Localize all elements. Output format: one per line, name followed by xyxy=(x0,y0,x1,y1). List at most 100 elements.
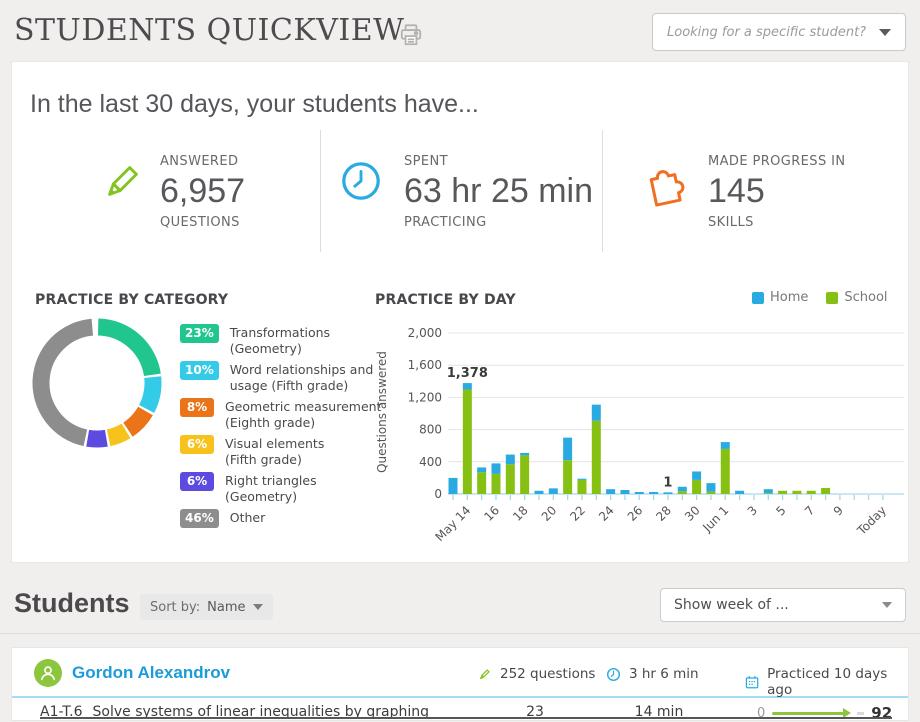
stat-label: QUESTIONS xyxy=(160,215,240,230)
score-to: 92 xyxy=(871,704,893,722)
donut-slice xyxy=(106,423,131,447)
divider xyxy=(320,130,321,252)
bar-segment-home xyxy=(534,490,544,494)
progress-arrow-icon xyxy=(772,707,852,718)
sort-by-button[interactable]: Sort by: Name xyxy=(140,594,273,620)
bar-segment-home xyxy=(720,442,730,449)
divider xyxy=(602,130,603,252)
legend-item: School xyxy=(826,290,888,305)
clock-icon xyxy=(606,667,621,681)
legend-percent-badge: 8% xyxy=(180,398,214,417)
bar-value-label: 1,378 xyxy=(447,366,488,381)
legend-swatch xyxy=(826,291,839,304)
student-last-practiced-stat: Practiced 10 days ago xyxy=(745,666,908,698)
legend-item: 23% Transformations (Geometry) xyxy=(180,324,390,357)
bar-segment-home xyxy=(477,467,487,473)
y-tick-label: 0 xyxy=(434,487,442,501)
stat-questions-answered: ANSWERED 6,957 QUESTIONS xyxy=(100,154,245,230)
category-legend: 23% Transformations (Geometry) 10% Word rela… xyxy=(180,324,390,544)
bar-segment-home xyxy=(448,477,458,494)
y-axis-label: Questions answered xyxy=(375,351,389,473)
bar-segment-home xyxy=(692,471,702,480)
y-tick-label: 1,200 xyxy=(408,390,442,404)
y-tick-label: 1,600 xyxy=(408,358,442,372)
bar-segment-school xyxy=(792,490,802,494)
bar-segment-school xyxy=(577,479,587,494)
skill-name: A1-T.6 Solve systems of linear inequaliti… xyxy=(40,704,429,720)
show-week-dropdown[interactable]: Show week of ... xyxy=(660,588,906,622)
x-tick-label: 18 xyxy=(510,503,531,524)
bar-segment-school xyxy=(505,464,515,494)
bar-segment-home xyxy=(577,478,587,480)
legend-item: Home xyxy=(752,290,808,305)
skill-time: 14 min xyxy=(634,704,684,720)
x-tick-label: 9 xyxy=(831,503,846,518)
students-heading: Students xyxy=(14,588,130,618)
sort-by-label: Sort by: xyxy=(150,599,201,615)
legend-percent-badge: 10% xyxy=(180,361,219,380)
summary-panel: In the last 30 days, your students have.… xyxy=(12,62,908,562)
student-search-dropdown[interactable]: Looking for a specific student? xyxy=(652,13,906,51)
legend-percent-badge: 6% xyxy=(180,435,214,454)
legend-label: Transformations (Geometry) xyxy=(229,325,331,356)
stat-label: SKILLS xyxy=(708,215,754,230)
skill-progress: 0 92 xyxy=(757,704,892,722)
bar-segment-school xyxy=(763,493,773,494)
student-questions-value: 252 questions xyxy=(500,666,596,682)
bar-segment-home xyxy=(620,489,630,494)
bar-segment-home xyxy=(505,454,515,465)
bar-segment-home xyxy=(548,488,558,494)
day-chart-title: PRACTICE BY DAY xyxy=(375,292,516,308)
legend-item: 6% Visual elements (Fifth grade) xyxy=(180,435,390,468)
bar-segment-home xyxy=(763,489,773,494)
donut-slice xyxy=(32,318,94,447)
bar-segment-home xyxy=(520,452,530,456)
show-week-label: Show week of ... xyxy=(674,597,789,613)
x-tick-label: 28 xyxy=(653,503,674,524)
donut-slice xyxy=(138,376,162,413)
bar-segment-school xyxy=(591,420,601,494)
avatar xyxy=(34,659,62,687)
skill-title: Solve systems of linear inequalities by … xyxy=(92,704,430,720)
bar-segment-home xyxy=(706,483,716,492)
student-time-value: 3 hr 6 min xyxy=(629,666,699,682)
student-time-stat: 3 hr 6 min xyxy=(606,666,699,682)
bar-segment-home xyxy=(677,486,687,492)
skill-code: A1-T.6 xyxy=(40,704,83,720)
y-tick-label: 2,000 xyxy=(408,326,442,340)
student-name-link[interactable]: Gordon Alexandrov xyxy=(72,663,231,682)
pencil-icon xyxy=(480,669,490,680)
category-chart-title: PRACTICE BY CATEGORY xyxy=(35,292,229,308)
bar-segment-home xyxy=(649,491,659,494)
x-tick-label: 16 xyxy=(481,503,502,524)
bar-segment-school xyxy=(806,490,816,494)
bar-segment-school xyxy=(462,389,472,494)
stat-skills-progress: MADE PROGRESS IN 145 SKILLS xyxy=(640,154,846,230)
student-last-practiced-value: Practiced 10 days ago xyxy=(767,666,888,698)
chevron-down-icon xyxy=(252,604,263,610)
puzzle-icon xyxy=(640,154,696,230)
legend-label: Visual elements (Fifth grade) xyxy=(225,436,325,467)
legend-item: 10% Word relationships and usage (Fifth gr… xyxy=(180,361,390,394)
calendar-icon xyxy=(745,675,759,688)
legend-item: 8% Geometric measurement (Eighth grade) xyxy=(180,398,390,431)
stat-label: MADE PROGRESS IN xyxy=(708,154,846,169)
donut-slice xyxy=(86,429,108,448)
day-chart-legend: Home School xyxy=(752,290,888,305)
print-icon[interactable] xyxy=(398,22,424,48)
y-tick-label: 800 xyxy=(419,423,442,437)
bar-segment-school xyxy=(778,490,788,494)
legend-label: Home xyxy=(770,290,809,305)
score-from: 0 xyxy=(757,705,766,721)
stat-label: SPENT xyxy=(404,154,448,169)
x-tick-label: 20 xyxy=(539,503,560,524)
stat-value: 145 xyxy=(708,172,765,210)
bar-segment-home xyxy=(634,491,644,494)
pencil-icon xyxy=(100,154,148,230)
bar-segment-home xyxy=(591,404,601,421)
stat-time-spent: SPENT 63 hr 25 min PRACTICING xyxy=(340,154,593,230)
chevron-down-icon xyxy=(882,602,892,608)
legend-percent-badge: 23% xyxy=(180,324,219,343)
legend-swatch xyxy=(752,291,764,304)
bar-segment-school xyxy=(520,455,530,494)
